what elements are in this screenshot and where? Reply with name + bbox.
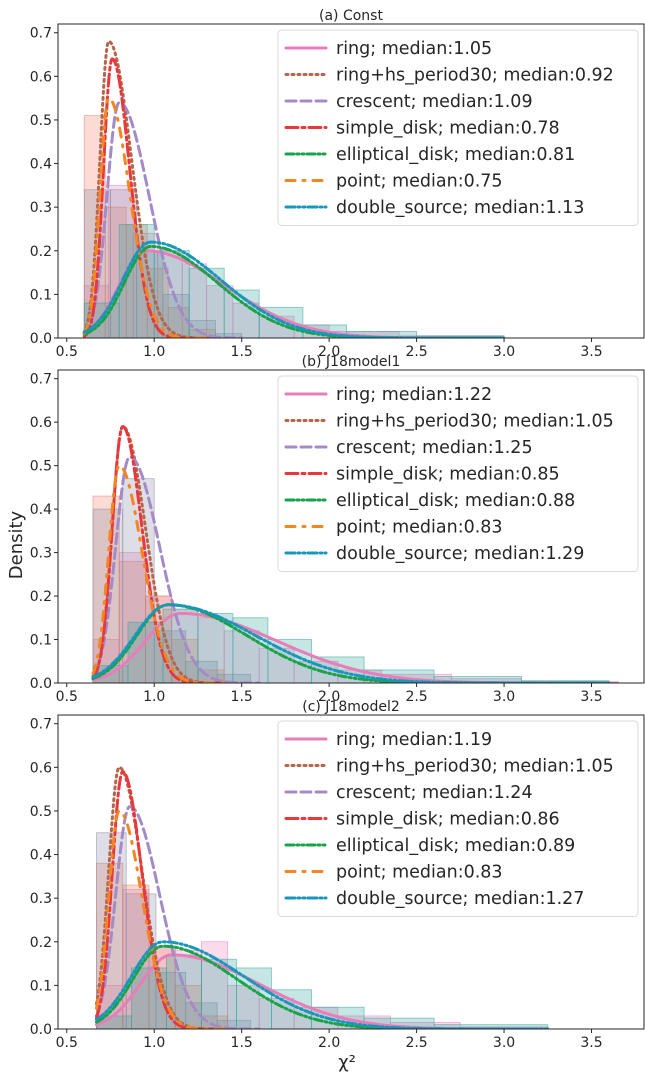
legend-entry-simple_disk: simple_disk; median:0.85: [336, 465, 560, 485]
y-tick-label: 0.3: [30, 546, 52, 562]
x-tick-label: 2.5: [405, 689, 427, 705]
legend-entry-hs: ring+hs_period30; median:1.05: [336, 412, 614, 432]
x-tick-label: 0.5: [56, 1035, 78, 1051]
y-tick-label: 0.0: [30, 676, 52, 692]
legend-entry-simple_disk: simple_disk; median:0.78: [336, 119, 560, 139]
legend-entry-point: point; median:0.83: [336, 863, 503, 883]
legend-entry-double_source: double_source; median:1.29: [336, 544, 584, 564]
y-tick-label: 0.5: [30, 459, 52, 475]
legend-entry-elliptical_disk: elliptical_disk; median:0.88: [336, 491, 575, 511]
panel-title: (c) J18model2: [302, 699, 400, 715]
legend-entry-simple_disk: simple_disk; median:0.86: [336, 810, 560, 830]
y-tick-label: 0.4: [30, 848, 52, 864]
x-tick-label: 2.0: [318, 689, 340, 705]
x-tick-label: 1.0: [143, 344, 165, 360]
plot-area: [94, 765, 550, 1029]
legend-entry-ring: ring; median:1.05: [336, 39, 492, 59]
x-tick-label: 2.5: [405, 344, 427, 360]
legend: ring; median:1.22 ring+hs_period30; media…: [277, 375, 639, 572]
y-tick-label: 0.6: [30, 69, 52, 85]
x-tick-label: 0.5: [56, 344, 78, 360]
axes-frame: [57, 369, 645, 684]
series-line-hs: [82, 39, 217, 338]
y-tick-label: 0.3: [30, 200, 52, 216]
x-tick-label: 3.5: [580, 344, 602, 360]
x-tick-label: 1.5: [231, 1035, 253, 1051]
legend: ring; median:1.05 ring+hs_period30; media…: [277, 29, 639, 226]
y-tick-label: 0.4: [30, 502, 52, 518]
legend-entry-elliptical_disk: elliptical_disk; median:0.81: [336, 145, 575, 165]
series-line-point: [91, 464, 226, 683]
x-tick-label: 2.0: [318, 1035, 340, 1051]
y-tick-label: 0.1: [30, 978, 52, 994]
series-line-crescent: [82, 101, 244, 338]
legend-entry-elliptical_disk: elliptical_disk; median:0.89: [336, 836, 575, 856]
legend-box: [277, 720, 639, 917]
x-tick-label: 2.0: [318, 344, 340, 360]
plot-area: [91, 425, 620, 683]
panel-title: (b) J18model1: [302, 354, 401, 370]
legend-entry-ring: ring; median:1.19: [336, 730, 492, 750]
y-tick-label: 0.6: [30, 760, 52, 776]
series-line-crescent: [94, 805, 261, 1029]
x-tick-label: 3.5: [580, 689, 602, 705]
legend-entry-point: point; median:0.83: [336, 518, 503, 538]
x-tick-label: 1.0: [143, 1035, 165, 1051]
legend-entry-double_source: double_source; median:1.27: [336, 889, 584, 909]
legend: ring; median:1.19 ring+hs_period30; media…: [277, 720, 639, 917]
plot-area: [82, 39, 506, 338]
y-tick-label: 0.1: [30, 287, 52, 303]
hist-bar: [153, 250, 190, 338]
legend-entry-crescent: crescent; median:1.24: [336, 783, 533, 803]
y-tick-label: 0.7: [30, 372, 52, 388]
axes-frame: [57, 714, 645, 1030]
x-tick-label: 3.0: [493, 1035, 515, 1051]
y-tick-label: 0.2: [30, 935, 52, 951]
y-tick-label: 0.1: [30, 633, 52, 649]
legend-entry-crescent: crescent; median:1.09: [336, 92, 533, 112]
y-tick-label: 0.0: [30, 1022, 52, 1038]
panel-title: (a) Const: [319, 8, 383, 24]
series-line-point: [94, 809, 226, 1029]
x-tick-label: 2.5: [405, 1035, 427, 1051]
y-tick-label: 0.6: [30, 415, 52, 431]
x-axis-label: χ²: [338, 1052, 356, 1073]
y-tick-label: 0.2: [30, 589, 52, 605]
x-tick-label: 3.0: [493, 344, 515, 360]
legend-box: [277, 29, 639, 226]
y-axis-label: Density: [6, 510, 27, 579]
y-tick-label: 0.0: [30, 331, 52, 347]
y-tick-label: 0.5: [30, 113, 52, 129]
axes-frame: [57, 23, 645, 339]
legend-entry-hs: ring+hs_period30; median:0.92: [336, 66, 614, 86]
y-tick-label: 0.7: [30, 26, 52, 42]
y-tick-label: 0.3: [30, 891, 52, 907]
legend-entry-hs: ring+hs_period30; median:1.05: [336, 757, 614, 777]
y-tick-label: 0.7: [30, 717, 52, 733]
series-line-crescent: [91, 455, 261, 683]
hist-bar: [108, 184, 134, 338]
legend-entry-point: point; median:0.75: [336, 172, 503, 192]
x-tick-label: 1.5: [231, 689, 253, 705]
legend-entry-double_source: double_source; median:1.13: [336, 198, 584, 218]
x-tick-label: 0.5: [56, 689, 78, 705]
panel-3: 0.5 1.0 1.5 2.0 2.5 3.0 3.5 0.0 0.1 0.2 0.3 0.4 0.5 0…: [30, 699, 645, 1051]
y-tick-label: 0.2: [30, 244, 52, 260]
legend-box: [277, 375, 639, 572]
y-tick-label: 0.5: [30, 804, 52, 820]
x-tick-label: 3.5: [580, 1035, 602, 1051]
x-tick-label: 1.5: [231, 344, 253, 360]
x-tick-label: 3.0: [493, 689, 515, 705]
hist-bar: [227, 984, 260, 1029]
panel-2: 0.5 1.0 1.5 2.0 2.5 3.0 3.5 0.0 0.1 0.2 0.3 0.4 0.5 0…: [30, 354, 645, 705]
hist-bar: [181, 263, 208, 338]
y-tick-label: 0.4: [30, 157, 52, 173]
panel-1: 0.5 1.0 1.5 2.0 2.5 3.0 3.5 0.0 0.1 0.2 0.3 0.4 0.5 0…: [30, 8, 645, 360]
x-tick-label: 1.0: [143, 689, 165, 705]
legend-entry-crescent: crescent; median:1.25: [336, 438, 533, 458]
hist-bar: [131, 967, 167, 1029]
histogram-4: [96, 954, 549, 1029]
legend-entry-ring: ring; median:1.22: [336, 385, 492, 405]
